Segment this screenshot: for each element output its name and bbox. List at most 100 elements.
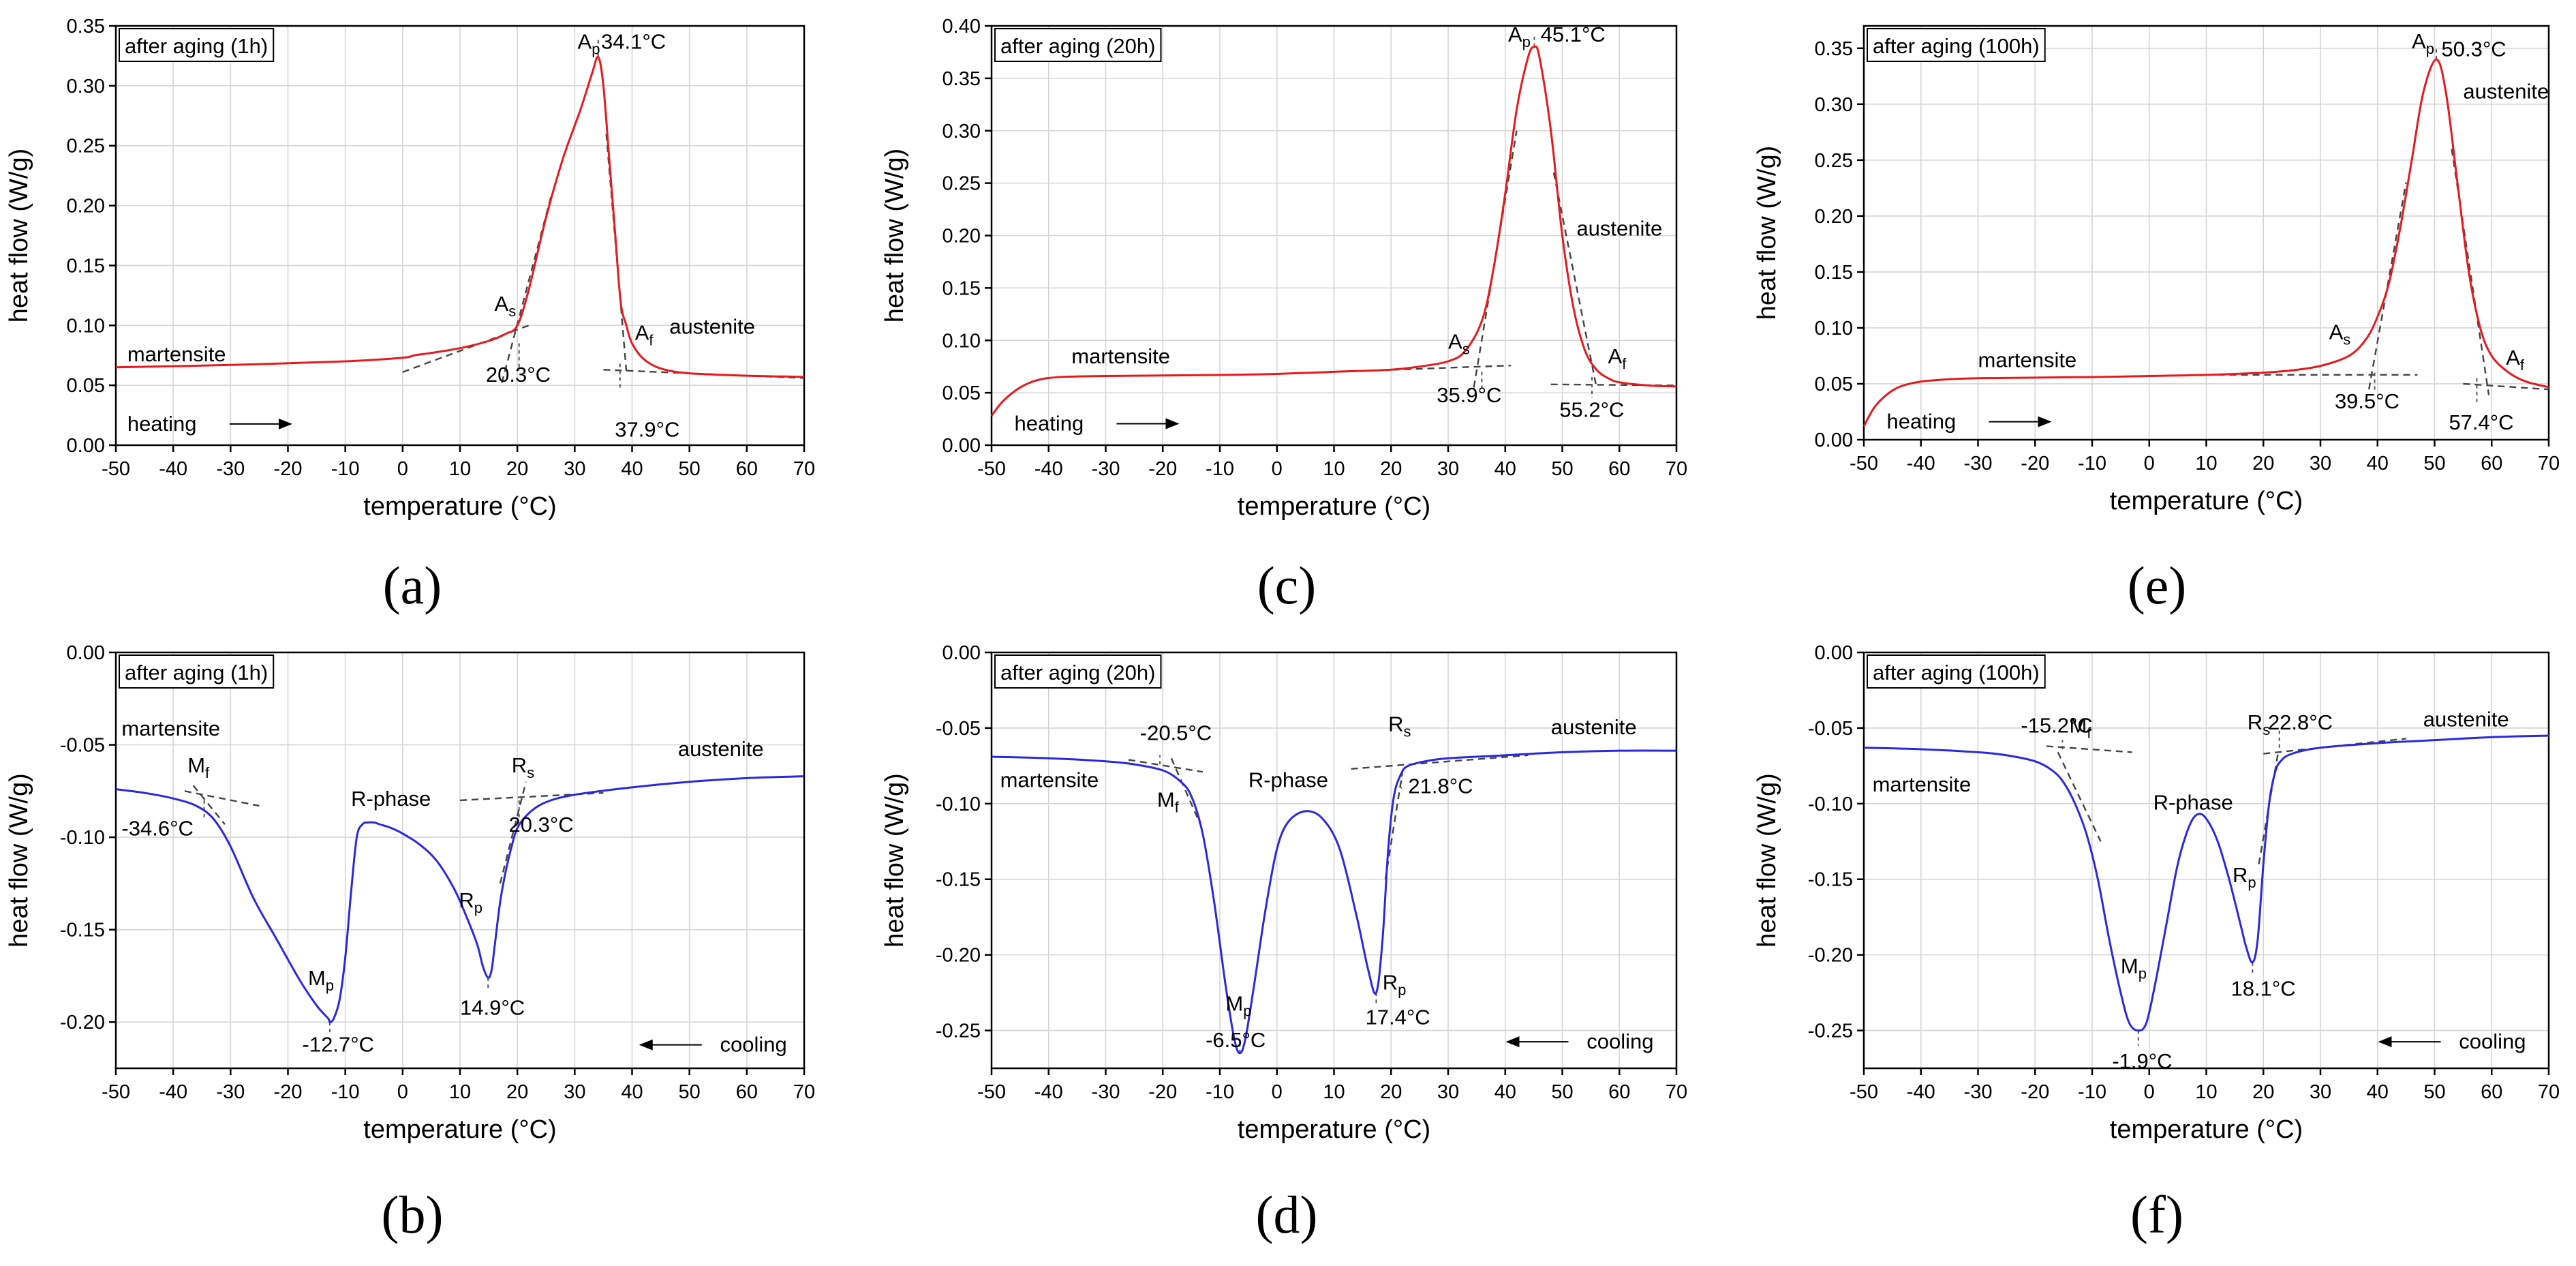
x-tick-label: 70 <box>1666 458 1687 480</box>
annotation-main: A <box>2412 29 2426 53</box>
x-tick-label: 30 <box>1437 458 1459 480</box>
annotation: Af <box>2506 346 2525 374</box>
y-tick-label: 0.30 <box>67 76 105 97</box>
annotation-main: 34.1°C <box>601 29 666 53</box>
annotation-main: A <box>1608 344 1623 368</box>
annotation-main: A <box>1448 330 1462 354</box>
annotation: -12.7°C <box>303 1033 374 1057</box>
annotation: Mp <box>2121 954 2147 982</box>
annotation-subscript: s <box>1462 341 1470 358</box>
x-tick-label: 40 <box>1494 1081 1516 1103</box>
y-tick-label: -0.15 <box>936 869 981 891</box>
grid <box>992 26 1676 445</box>
annotation-subscript: s <box>2263 721 2270 738</box>
x-tick-label: 50 <box>679 458 701 480</box>
annotation: As <box>1448 330 1470 358</box>
annotation-main: M <box>187 753 205 777</box>
annotation: Af <box>635 320 654 348</box>
annotation-main: 20.3°C <box>486 363 551 387</box>
panel-label: (e) <box>2128 556 2187 615</box>
x-tick-label: -20 <box>2021 1081 2049 1103</box>
x-tick-label: 30 <box>1437 1081 1459 1103</box>
chart-title-box <box>1867 28 2046 62</box>
x-axis-label: temperature (°C) <box>2110 487 2303 515</box>
annotation: R-phase <box>351 787 431 811</box>
annotation: 57.4°C <box>2449 410 2513 434</box>
series-line-heating <box>115 55 805 378</box>
x-tick-label: 0 <box>397 1081 408 1103</box>
direction-label: heating <box>127 412 197 436</box>
annotation-main: -1.9°C <box>2112 1049 2172 1073</box>
annotation-subscript: p <box>1522 33 1531 50</box>
y-tick-label: -0.05 <box>936 718 981 740</box>
annotation-main: A <box>495 292 509 316</box>
annotation-main: 45.1°C <box>1541 22 1606 46</box>
x-tick-label: -20 <box>2021 453 2049 474</box>
x-tick-label: -30 <box>1964 1081 1993 1103</box>
annotation-subscript: p <box>592 40 600 57</box>
y-tick-label: -0.15 <box>60 920 105 941</box>
y-axis-label: heat flow (W/g) <box>880 773 909 948</box>
x-tick-label: -10 <box>1206 1081 1234 1103</box>
annotation: R-phase <box>1248 768 1328 792</box>
annotation-main: R-phase <box>2153 791 2233 815</box>
annotation: 55.2°C <box>1559 397 1624 421</box>
x-tick-label: 40 <box>2367 1081 2389 1103</box>
annotation-main: R <box>2233 863 2248 887</box>
chart-panel-d: -50 -40 -30 -20 -10 0 10 20 30 40 50 60 70 -0.25 -0.20… <box>880 642 1687 1244</box>
x-tick-label: 70 <box>2538 453 2560 474</box>
x-tick-label: 0 <box>2144 1081 2155 1103</box>
annotation-main: martensite <box>121 717 220 740</box>
annotation: -1.9°C <box>2112 1049 2172 1073</box>
annotation: Rp <box>459 888 482 916</box>
annotation: Mf <box>2070 714 2092 742</box>
annotation: 20.3°C <box>486 363 551 387</box>
annotation-main: 17.4°C <box>1366 1006 1430 1029</box>
annotation-main: -6.5°C <box>1206 1028 1266 1052</box>
chart-title-box <box>994 28 1162 62</box>
y-tick-label: 0.20 <box>1815 206 1853 228</box>
y-tick-label: -0.25 <box>936 1021 981 1042</box>
y-axis-label: heat flow (W/g) <box>5 773 33 948</box>
annotation: Mp <box>1225 992 1251 1020</box>
y-axis-label: heat flow (W/g) <box>1753 773 1781 948</box>
chart-panel-e: -50 -40 -30 -20 -10 0 10 20 30 40 50 60 70 0.00 0.05 0.… <box>1753 25 2560 615</box>
y-tick-label: -0.10 <box>1808 794 1853 815</box>
y-tick-label: 0.20 <box>67 196 105 217</box>
x-tick-label: 40 <box>621 1081 643 1103</box>
x-axis-label: temperature (°C) <box>1238 1115 1430 1144</box>
x-tick-label: 20 <box>2252 453 2274 474</box>
tangent-line <box>1170 757 1201 824</box>
x-tick-label: 60 <box>2481 1081 2502 1103</box>
y-tick-label: -0.25 <box>1808 1021 1853 1042</box>
tangent-line <box>192 785 226 825</box>
annotation: 35.9°C <box>1437 383 1501 407</box>
annotation: Af <box>1608 344 1627 372</box>
annotation: -20.5°C <box>1140 721 1212 745</box>
direction-label: heating <box>1887 410 1957 434</box>
annotation: As <box>495 292 517 320</box>
chart-panel-c: -50 -40 -30 -20 -10 0 10 20 30 40 50 60 70 0.00 0.05 0.… <box>880 16 1687 615</box>
x-tick-label: 0 <box>397 458 408 480</box>
x-tick-label: -50 <box>102 1081 130 1103</box>
annotation: Ap <box>2412 29 2434 57</box>
x-tick-label: 30 <box>564 1081 585 1103</box>
annotation-main: austenite <box>1551 715 1637 739</box>
annotation-subscript: f <box>2087 725 2091 742</box>
annotation-subscript: f <box>2520 357 2525 374</box>
direction-label: cooling <box>2459 1029 2526 1053</box>
annotation: Rp <box>2233 863 2256 891</box>
annotation-main: M <box>1225 992 1243 1016</box>
x-tick-label: -50 <box>1850 453 1878 474</box>
annotation: Ap <box>1508 22 1531 50</box>
series-line-cooling <box>991 749 1677 1055</box>
chart-panel-a: -50 -40 -30 -20 -10 0 10 20 30 40 50 60 70 0.00 0.05 0.… <box>5 16 815 615</box>
grid <box>116 26 804 445</box>
annotation-main: A <box>578 29 592 53</box>
annotation: 39.5°C <box>2335 389 2399 413</box>
x-tick-label: -30 <box>216 1081 245 1103</box>
annotation-main: 57.4°C <box>2449 410 2513 434</box>
x-tick-label: -10 <box>2078 453 2106 474</box>
annotation: austenite <box>2423 708 2509 732</box>
y-tick-label: 0.25 <box>1815 150 1853 172</box>
